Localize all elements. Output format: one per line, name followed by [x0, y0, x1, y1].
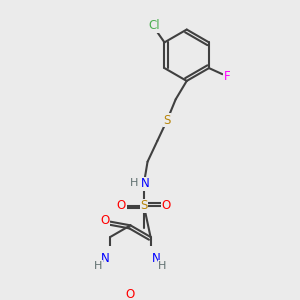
Text: O: O — [126, 288, 135, 300]
Text: O: O — [100, 214, 110, 227]
Text: F: F — [224, 70, 231, 83]
Text: O: O — [117, 199, 126, 212]
Text: H: H — [94, 261, 103, 271]
Text: S: S — [140, 199, 148, 212]
Text: H: H — [158, 261, 166, 271]
Text: N: N — [141, 177, 149, 190]
Text: N: N — [100, 253, 109, 266]
Text: S: S — [164, 114, 171, 127]
Text: H: H — [129, 178, 138, 188]
Text: O: O — [162, 199, 171, 212]
Text: Cl: Cl — [149, 19, 161, 32]
Text: N: N — [152, 253, 160, 266]
